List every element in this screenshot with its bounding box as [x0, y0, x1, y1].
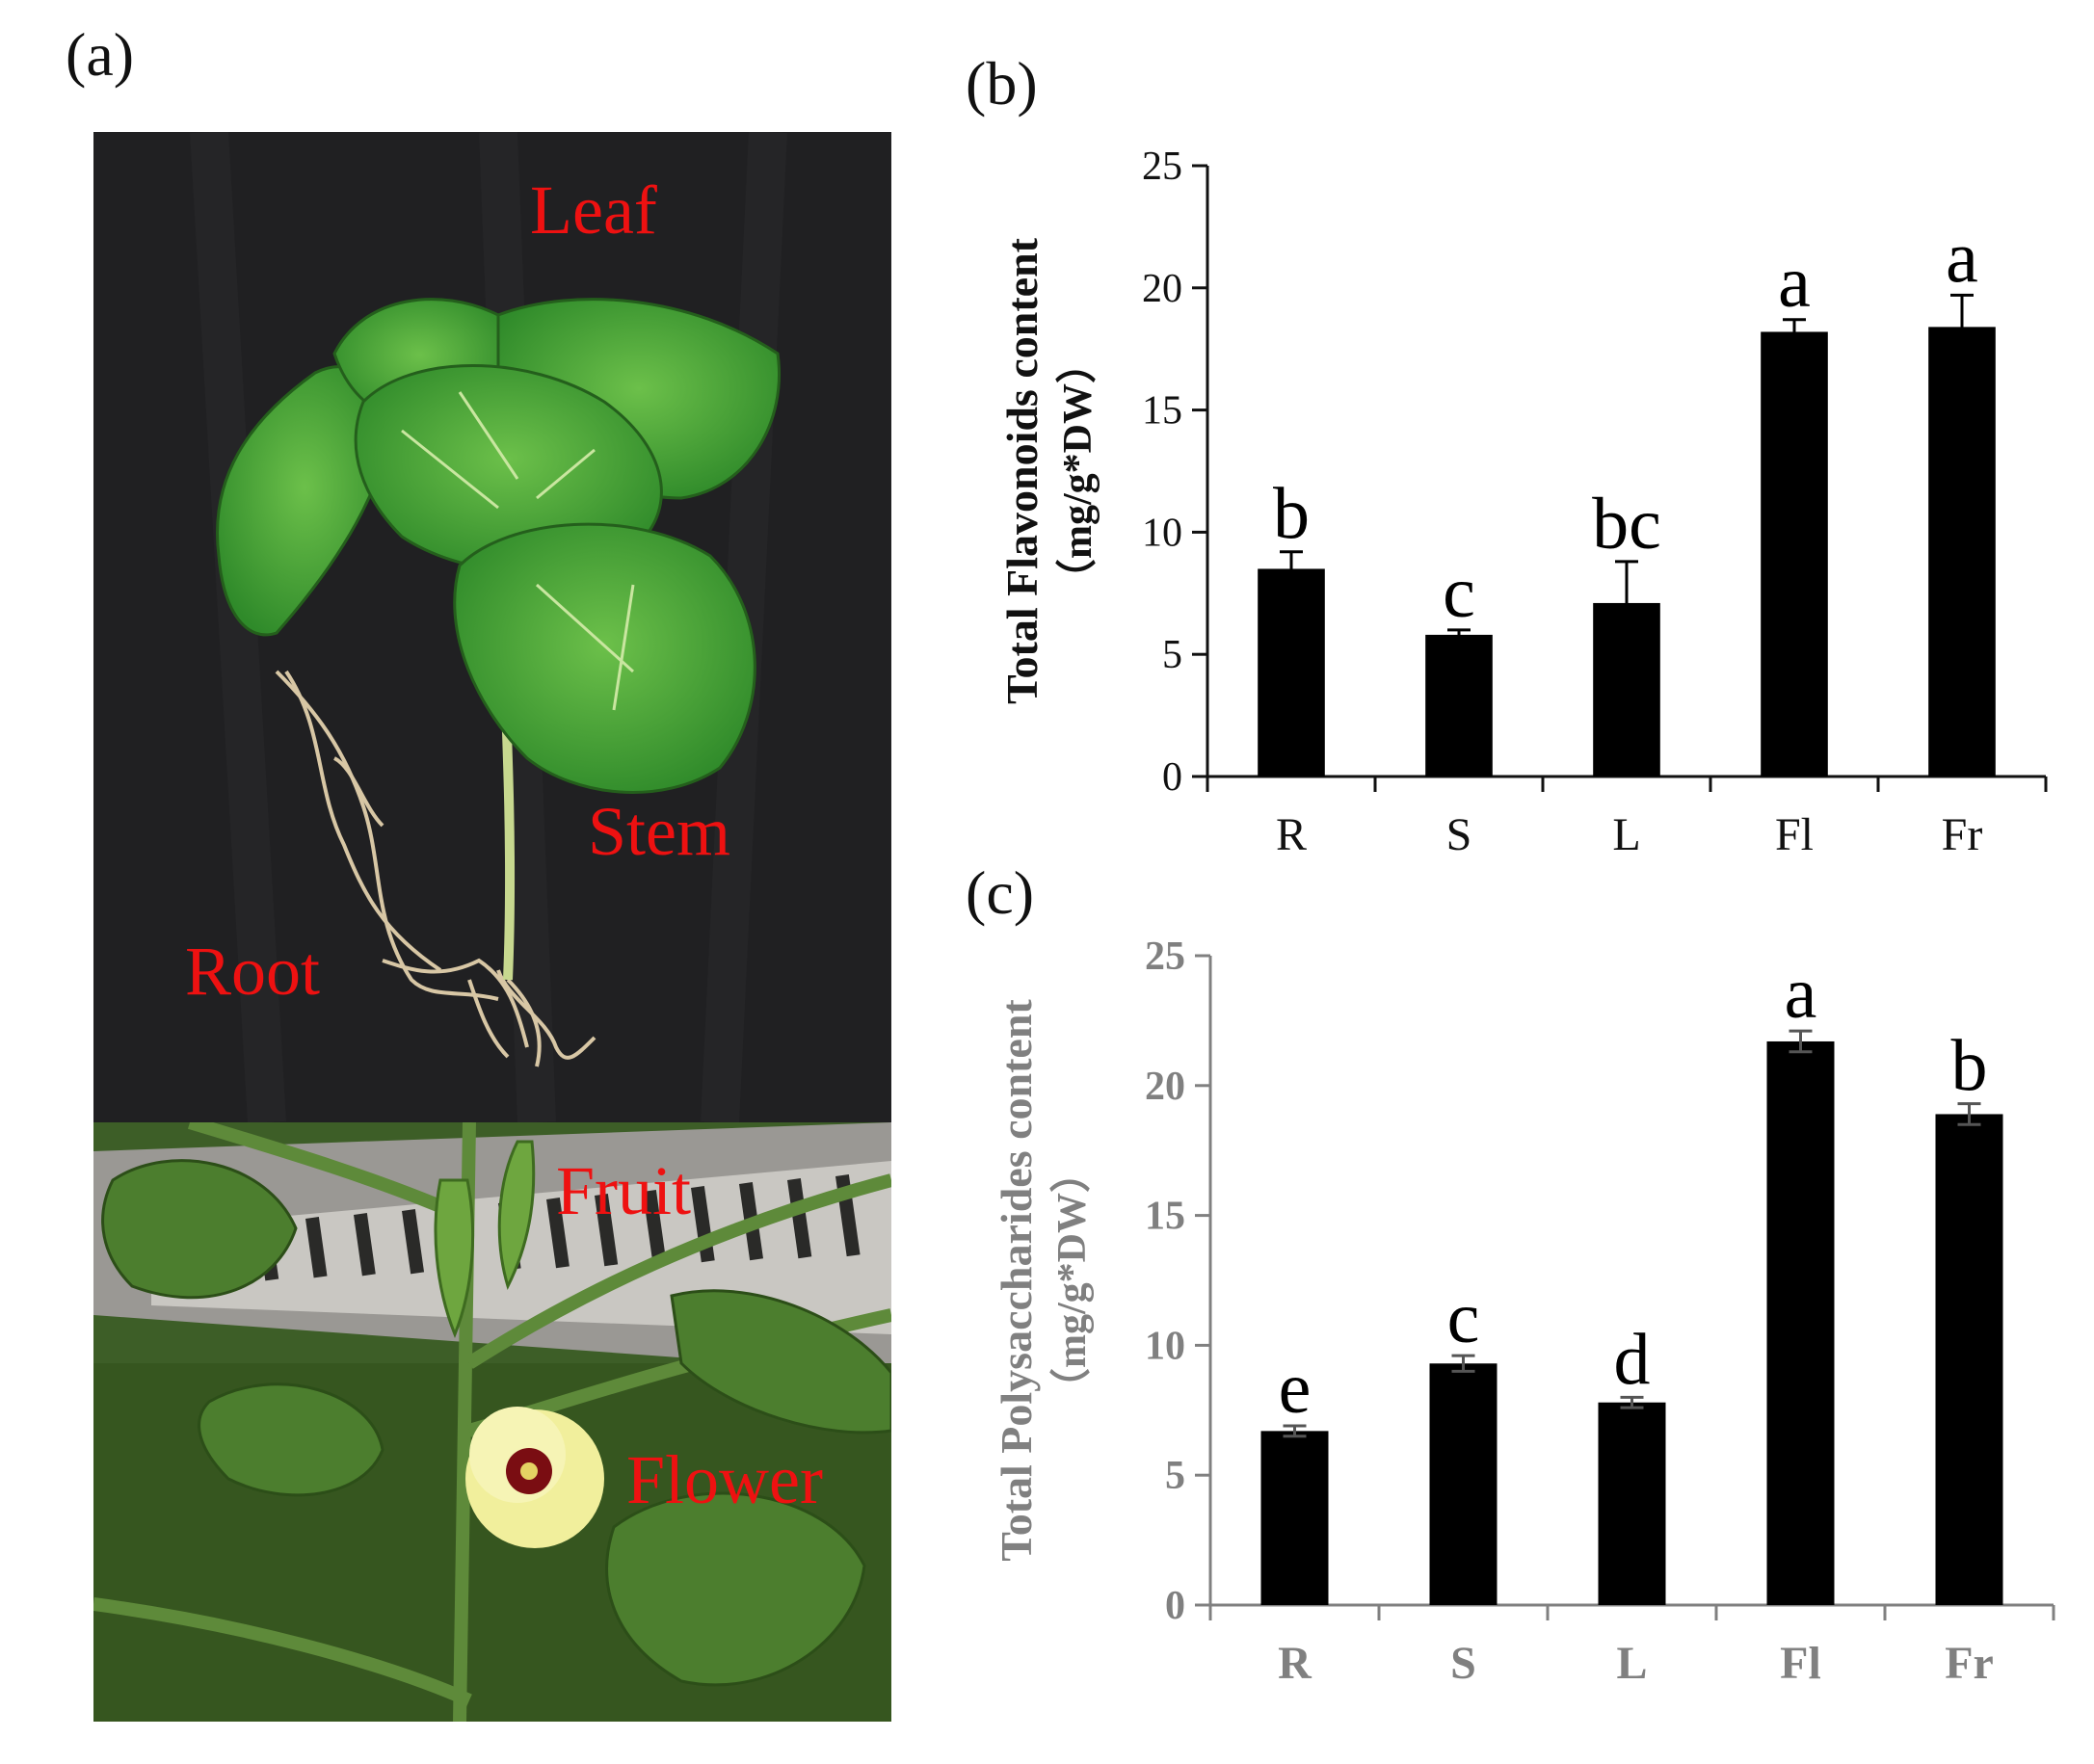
x-tick-label-fl: Fl — [1775, 809, 1814, 860]
organ-label-leaf: Leaf — [530, 171, 657, 249]
significance-label-fl: a — [1785, 953, 1817, 1034]
x-tick-label-l: L — [1612, 809, 1640, 860]
significance-label-l: bc — [1592, 484, 1661, 565]
y-tick-label: 20 — [1145, 1065, 1185, 1109]
y-tick-label: 20 — [1142, 267, 1182, 311]
y-axis-title: Total Flavonoids content — [997, 237, 1047, 704]
significance-label-fr: b — [1951, 1026, 1988, 1107]
significance-label-fl: a — [1778, 242, 1811, 323]
y-tick-label: 25 — [1142, 145, 1182, 189]
field-photo: Fruit Flower — [93, 1122, 891, 1722]
y-tick-label: 15 — [1142, 389, 1182, 434]
x-tick-label-r: R — [1278, 1638, 1312, 1689]
panel-label-b: (b) — [966, 49, 1038, 118]
polysaccharides-bar-chart: 0 5 10 15 20 25 e Rc Sd La Fl b Fr Total Polysacchari… — [992, 935, 2055, 1689]
y-tick-label: 25 — [1145, 935, 1185, 979]
bar-fr — [1935, 1114, 2003, 1605]
significance-label-s: c — [1443, 552, 1475, 633]
seedling-illustration — [93, 132, 891, 1122]
significance-label-l: d — [1614, 1319, 1651, 1400]
bar-l — [1598, 1402, 1666, 1605]
y-axis-title: Total Polysaccharides content — [992, 999, 1041, 1562]
field-illustration — [93, 1122, 891, 1722]
organ-label-flower: Flower — [626, 1441, 823, 1518]
organ-label-stem: Stem — [588, 793, 731, 870]
bar-r — [1260, 1431, 1329, 1605]
y-tick-label: 0 — [1162, 755, 1182, 800]
x-tick-label-l: L — [1616, 1638, 1647, 1689]
bar-fl — [1766, 1040, 1835, 1605]
flavonoids-bar-chart: 0 5 10 15 20 25 b Rc Sbc La Fl a Fr Total Flavonoids … — [997, 145, 2048, 860]
x-tick-label-fr: Fr — [1945, 1638, 1994, 1689]
panel-label-c: (c) — [966, 858, 1035, 927]
significance-label-r: e — [1279, 1348, 1312, 1429]
y-tick-label: 10 — [1145, 1324, 1185, 1368]
y-axis-unit: （mg/g*DW） — [1049, 1152, 1095, 1409]
y-tick-label: 0 — [1165, 1584, 1185, 1628]
bar-s — [1425, 634, 1493, 777]
x-tick-label-r: R — [1276, 809, 1307, 860]
significance-label-s: c — [1447, 1277, 1480, 1358]
significance-label-fr: a — [1946, 217, 1978, 298]
y-tick-label: 5 — [1162, 633, 1182, 677]
seedling-photo: Leaf Stem Root — [93, 132, 891, 1122]
x-tick-label-fl: Fl — [1780, 1638, 1821, 1689]
bar-s — [1429, 1363, 1498, 1605]
y-axis-unit: （mg/g*DW） — [1055, 343, 1100, 599]
y-tick-label: 10 — [1142, 511, 1182, 555]
organ-label-fruit: Fruit — [556, 1152, 692, 1229]
organ-label-root: Root — [185, 933, 321, 1010]
bar-fr — [1928, 327, 1996, 777]
significance-label-r: b — [1273, 474, 1310, 555]
x-tick-label-s: S — [1450, 1638, 1476, 1689]
x-tick-label-fr: Fr — [1942, 809, 1983, 860]
y-tick-label: 5 — [1165, 1454, 1185, 1498]
y-tick-label: 15 — [1145, 1195, 1185, 1239]
x-tick-label-s: S — [1446, 809, 1472, 860]
bar-r — [1258, 568, 1325, 777]
bar-fl — [1761, 331, 1828, 777]
panel-label-a: (a) — [66, 20, 135, 89]
